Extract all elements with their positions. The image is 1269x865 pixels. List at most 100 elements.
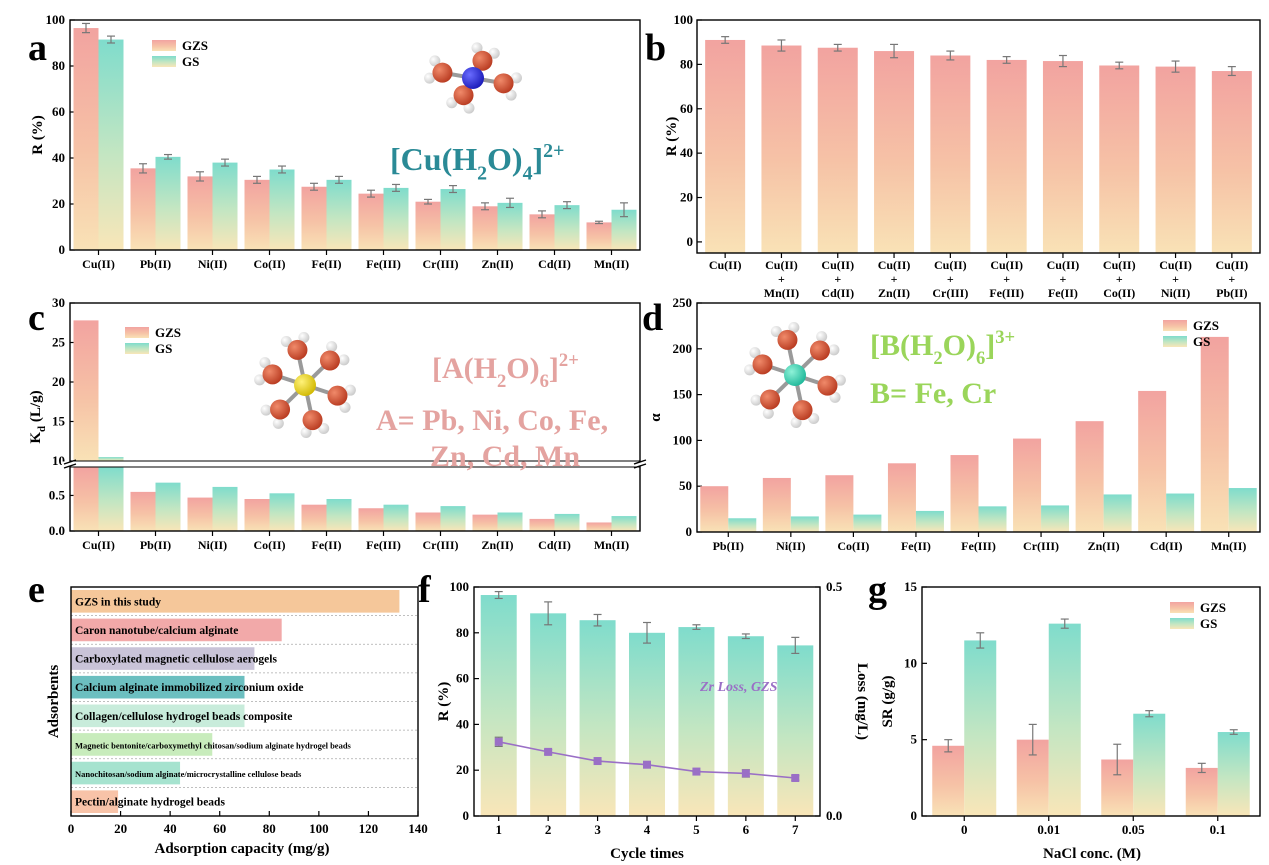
- y-tick-label: 0: [687, 234, 694, 249]
- panel-g: 0 5 10 15 0 0.01 0.05 0.1 NaCl conc. (M) SR (g/g)…: [868, 569, 1261, 862]
- formula-part: ]: [533, 141, 544, 177]
- x-tick-label: Cu(II): [1047, 258, 1080, 272]
- x-tick-label: Cd(II): [538, 257, 571, 271]
- hydrogen-atom-icon: [816, 331, 828, 343]
- x-tick-label: Cu(II): [990, 258, 1023, 272]
- panel-letter-d: d: [642, 297, 663, 339]
- hydrogen-atom-icon: [788, 321, 800, 333]
- y-axis-label: R (%): [30, 115, 46, 155]
- hydrogen-atom-icon: [834, 374, 846, 386]
- bar-gzs: [1099, 65, 1140, 253]
- bar-gzs: [930, 55, 971, 253]
- x-tick-label: Zn(II): [1088, 539, 1120, 553]
- x-tick-label: +: [891, 272, 898, 286]
- bar-gs: [98, 457, 124, 461]
- hydrogen-atom-icon: [326, 341, 338, 353]
- y-axis-label-part: (L/g): [28, 390, 44, 425]
- y-tick-label: 60: [680, 101, 693, 116]
- bar-gs: [326, 499, 352, 531]
- y-tick-label: 0: [911, 808, 918, 823]
- x-tick-label: Zn(II): [481, 257, 513, 271]
- panel-e: GZS in this study Caron nanotube/calcium …: [28, 569, 428, 857]
- plot-frame: [473, 586, 821, 817]
- bar-gs: [155, 156, 181, 250]
- bar-gs: [383, 504, 409, 531]
- x-tick-label: Pb(II): [1216, 286, 1247, 300]
- adsorbent-label: Carboxylated magnetic cellulose aerogels: [75, 654, 277, 666]
- oxygen-atom-icon: [432, 62, 453, 83]
- plot-frame: [69, 19, 641, 251]
- x-tick-label: Co(II): [254, 538, 286, 552]
- bar-removal: [678, 627, 715, 816]
- panel-letter-b: b: [645, 27, 666, 69]
- y-tick-label: 100: [674, 12, 694, 27]
- complex-metals-line: B= Fe, Cr: [870, 377, 996, 410]
- x-tick-label: 6: [743, 822, 750, 837]
- oxygen-atom-icon: [302, 410, 323, 431]
- x-tick-label: Cd(II): [821, 286, 854, 300]
- x-tick-label: 140: [408, 821, 428, 836]
- x-tick-label: Pb(II): [140, 538, 171, 552]
- x-tick-label: Cu(II): [1103, 258, 1136, 272]
- x-tick-label: Fe(III): [366, 538, 401, 552]
- x-tick-label: Cu(II): [82, 538, 115, 552]
- formula-part: O): [487, 141, 523, 177]
- bar-removal: [629, 632, 665, 816]
- formula-part: O): [943, 329, 976, 362]
- formula-part: 6: [976, 348, 985, 369]
- x-tick-label: 120: [359, 821, 379, 836]
- x-tick-label: Pb(II): [140, 257, 171, 271]
- bar-gs: [497, 512, 523, 531]
- bar-gzs: [825, 475, 854, 532]
- bar-gzs: [472, 514, 498, 531]
- hydrogen-atom-icon: [338, 354, 350, 366]
- x-axis-label: NaCl conc. (M): [1043, 846, 1141, 862]
- break-mark: [63, 463, 77, 469]
- y-tick-label: 100: [673, 432, 693, 447]
- bar-gs: [554, 205, 580, 250]
- bar-gs: [1133, 713, 1166, 816]
- oxygen-atom-icon: [809, 340, 830, 361]
- x-tick-label: Co(II): [1103, 286, 1135, 300]
- x-tick-label: +: [834, 272, 841, 286]
- bar-gzs: [1211, 71, 1252, 254]
- x-tick-label: Co(II): [254, 257, 286, 271]
- hydrogen-atom-icon: [750, 394, 762, 406]
- x-tick-label: Mn(II): [594, 257, 629, 271]
- x-tick-label: Fe(II): [1048, 286, 1078, 300]
- bar-gs: [269, 493, 295, 531]
- bar-adsorbent: [71, 618, 282, 642]
- x-tick-label: 0: [68, 821, 75, 836]
- x-tick-label: +: [1003, 272, 1010, 286]
- legend-label-gs: GS: [1200, 616, 1217, 631]
- bar-gs: [1217, 732, 1250, 816]
- hydrogen-atom-icon: [300, 427, 312, 439]
- x-tick-label: 0: [961, 822, 968, 837]
- x-tick-label: Zn(II): [481, 538, 513, 552]
- bar-adsorbent: [71, 590, 400, 613]
- bar-gzs: [1138, 390, 1167, 532]
- hydrogen-atom-icon: [488, 47, 500, 59]
- x-tick-label: Cu(II): [765, 258, 798, 272]
- x-tick-label: 0.01: [1037, 822, 1060, 837]
- hydrogen-atom-icon: [790, 417, 802, 429]
- y-tick-label: 200: [673, 341, 693, 356]
- y-tick-label: 20: [680, 190, 693, 205]
- hydrogen-atom-icon: [510, 72, 522, 84]
- formula-part: ]: [985, 329, 995, 362]
- y-tick-label: 20: [52, 374, 65, 389]
- bar-adsorbent: [71, 733, 213, 756]
- y-axis-label: Kd (L/g): [28, 390, 48, 443]
- y-tick-label: 80: [680, 56, 693, 71]
- panel-f: 0 20 40 60 80 100 0.0 0.5 1 2 3 4 5 6 7 Zr Loss, GZS Cyc…: [418, 569, 870, 862]
- legend-label-gs: GS: [182, 54, 199, 69]
- bar-gzs: [950, 455, 979, 532]
- zr-loss-point: [593, 757, 602, 766]
- x-tick-label: Cr(III): [932, 286, 968, 300]
- x-tick-label: Pb(II): [713, 539, 744, 553]
- complex-metals-line1: A= Pb, Ni, Co, Fe,: [376, 404, 608, 437]
- oxygen-atom-icon: [319, 350, 340, 371]
- bar-gzs: [415, 512, 441, 531]
- axis-break-gap: [62, 461, 648, 467]
- x-tick-label: Ni(II): [198, 257, 227, 271]
